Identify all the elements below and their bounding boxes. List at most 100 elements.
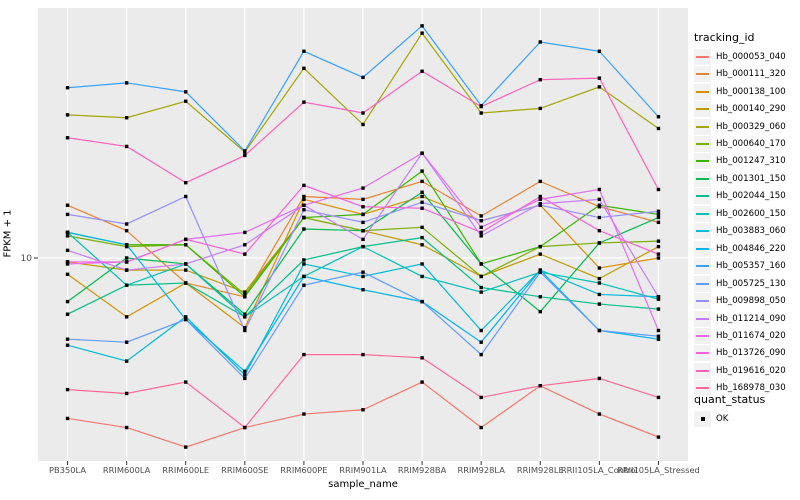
data-point [243,425,247,430]
data-point [420,235,424,240]
line-swatch-icon [696,334,709,337]
data-point [656,239,661,243]
data-point [597,215,602,220]
data-point [184,445,188,449]
legend-label: Hb_002044_150 [716,191,786,202]
data-point [656,212,661,217]
legend-label: Hb_002600_150 [716,208,786,219]
data-point [243,315,247,319]
legend-key-swatch [694,205,711,222]
data-point [243,369,247,374]
legend-title-tracking-id: tracking_id [694,31,755,44]
data-point [656,252,661,256]
data-point [479,234,483,238]
data-point [479,262,483,266]
data-point [656,215,661,220]
data-point [184,181,188,185]
data-point [420,31,424,35]
data-point [124,144,129,149]
data-point [361,197,365,202]
data-point [597,197,602,202]
data-point [124,268,129,272]
data-point [479,285,483,290]
data-point [597,49,602,53]
line-swatch-icon [696,369,709,372]
legend-label: Hb_000640_170 [716,138,786,149]
data-point [538,295,542,299]
data-point [361,122,365,127]
legend-key-swatch [694,48,711,65]
legend: tracking_id Hb_000053_040 Hb_000111_320 Hb… [694,0,800,500]
legend-label: Hb_009898_050 [716,296,786,307]
data-point [243,290,247,294]
data-point [420,299,424,304]
data-point [124,222,129,226]
legend-key-swatch [694,83,711,100]
legend-item-Hb_011674_020: Hb_011674_020 [694,327,800,344]
data-point [479,290,483,294]
legend-item-Hb_000140_290: Hb_000140_290 [694,100,800,118]
legend-items: Hb_000053_040 Hb_000111_320 Hb_000138_100 H… [694,48,800,397]
data-point [479,328,483,333]
legend-key-swatch [694,258,711,275]
legend-title-quant-status: quant_status [694,393,766,406]
data-point [243,326,247,330]
line-swatch-icon [696,265,709,268]
legend-key-swatch [694,135,711,152]
data-point [65,272,70,276]
data-point [597,187,602,192]
data-point [184,380,188,384]
data-point [656,115,661,119]
data-point [243,328,247,333]
data-point [656,307,661,311]
data-point [302,49,306,53]
data-point [538,194,542,199]
data-point [184,99,188,103]
data-point [538,40,542,44]
legend-item-Hb_000053_040: Hb_000053_040 [694,48,800,65]
legend-label: Hb_019616_020 [716,365,786,376]
data-point [184,262,188,266]
legend-label: Hb_004846_220 [716,243,786,254]
line-swatch-icon [696,90,709,93]
data-point [184,90,188,94]
data-point [65,248,70,253]
legend-item-Hb_009898_050: Hb_009898_050 [694,292,800,310]
data-point [656,187,661,192]
data-point [243,243,247,247]
y-axis-title: FPKM + 1 [2,209,14,258]
legend-item-Hb_013726_090: Hb_013726_090 [694,345,800,362]
data-point [538,202,542,206]
data-point [302,215,306,220]
data-point [479,230,483,235]
data-point [597,376,602,381]
data-point [656,220,661,225]
data-point [479,425,483,430]
data-point [538,179,542,184]
data-point [124,81,129,85]
data-point [479,214,483,218]
data-point [243,312,247,316]
x-axis-title: sample_name [328,479,398,490]
line-swatch-icon [696,317,709,320]
data-point [124,244,129,249]
legend-key-swatch [694,66,711,83]
data-point [302,258,306,262]
data-point [124,315,129,319]
data-point [597,412,602,416]
line-swatch-icon [696,142,709,145]
data-point [420,356,424,360]
data-point [656,435,661,439]
x-tick-label: RRIM600PE [280,465,327,475]
legend-item-Hb_168978_030: Hb_168978_030 [694,380,800,397]
data-point [65,262,70,266]
data-point [420,194,424,199]
data-point [65,230,70,235]
data-point [597,328,602,333]
legend-label: Hb_011674_020 [716,330,786,341]
data-point [361,75,365,80]
legend-item-Hb_005725_130: Hb_005725_130 [694,275,800,292]
data-point [243,149,247,153]
data-point [302,194,306,199]
